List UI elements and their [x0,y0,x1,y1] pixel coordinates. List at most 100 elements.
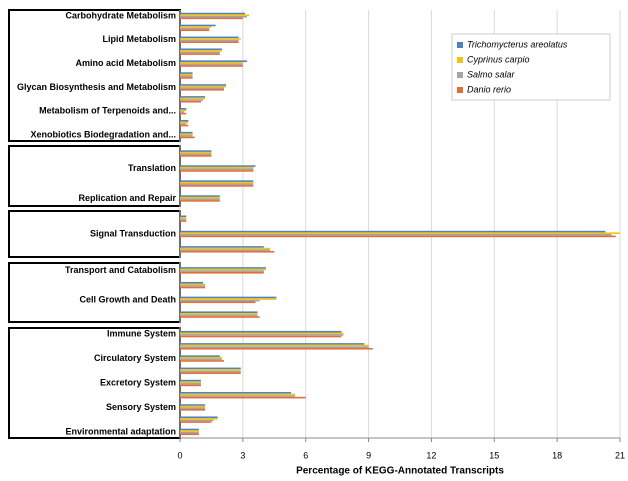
y-tick-label: Excretory System [100,377,176,387]
y-tick-label: Lipid Metabolism [102,34,176,44]
bar [180,100,201,103]
bar [180,41,239,43]
bar [180,168,254,171]
bar [180,433,199,436]
legend-swatch [457,57,463,63]
bar [180,150,212,152]
bar [180,218,187,221]
bar [180,85,227,88]
bar [180,96,206,98]
x-tick-label: 21 [615,450,625,460]
bar [180,12,245,15]
bar [180,195,220,197]
legend-swatch [457,72,463,78]
bar [180,63,243,66]
bar [180,418,218,420]
bar [180,247,271,250]
bar [180,396,306,399]
bar [180,343,365,345]
bar [180,286,206,289]
bar [180,234,612,236]
bar [180,355,220,357]
bar [180,108,187,110]
bar [180,133,193,136]
bar [180,372,241,374]
bar [180,14,250,16]
bar [180,249,271,251]
bar [180,29,210,32]
bar [180,119,189,122]
x-tick-label: 3 [240,450,245,460]
bar [180,270,264,272]
y-tick-label: Glycan Biosynthesis and Metabolism [17,82,176,92]
bar [180,409,206,411]
x-tick-label: 18 [552,450,562,460]
bar [180,330,342,333]
bar [180,379,201,382]
bar [180,235,616,238]
bar [180,392,292,394]
bar [180,17,243,20]
legend-swatch [457,87,463,93]
bar [180,50,222,52]
bar [180,299,260,302]
bar [180,72,193,74]
bar [180,155,212,157]
bar [180,15,248,18]
bar [180,36,239,39]
y-tick-label: Translation [128,163,176,173]
bar [180,99,204,101]
bar [180,73,193,76]
bar [180,268,266,271]
bar [180,356,222,359]
bar [180,381,201,383]
bar [180,370,241,373]
bar [180,428,199,431]
bar [180,121,189,124]
x-tick-label: 6 [303,450,308,460]
bar [180,215,187,218]
bar [180,314,258,317]
bar [180,217,187,219]
bar [180,393,296,396]
bar [180,271,264,274]
bar [180,123,187,125]
bar [180,75,193,78]
bar [180,220,187,222]
bar [180,311,258,314]
bar [180,383,201,385]
y-tick-label: Cell Growth and Death [79,294,176,304]
bar [180,53,220,55]
bar [180,65,243,67]
legend-label: Trichomycterus areolatus [467,39,568,49]
bar [180,232,620,234]
legend-label: Cyprinus carpio [467,54,530,64]
bar [180,250,275,253]
bar [180,97,206,100]
bar [180,112,187,115]
bar [180,395,296,397]
bar [180,111,185,113]
bar [180,358,222,361]
bar [180,26,212,28]
bar [180,316,260,318]
bar [180,313,258,315]
bar [180,87,224,90]
bar [180,77,193,79]
bar [180,430,199,432]
bar [180,166,254,169]
bar [180,165,256,167]
bar [180,135,193,137]
bar [180,170,254,172]
x-tick-label: 15 [489,450,499,460]
legend-swatch [457,42,463,48]
bar [180,89,224,91]
bar [180,296,277,299]
bar [180,404,206,406]
bar [180,267,266,269]
bar [180,131,193,134]
bar [180,283,206,286]
bar [180,281,204,284]
y-tick-label: Circulatory System [94,353,176,363]
